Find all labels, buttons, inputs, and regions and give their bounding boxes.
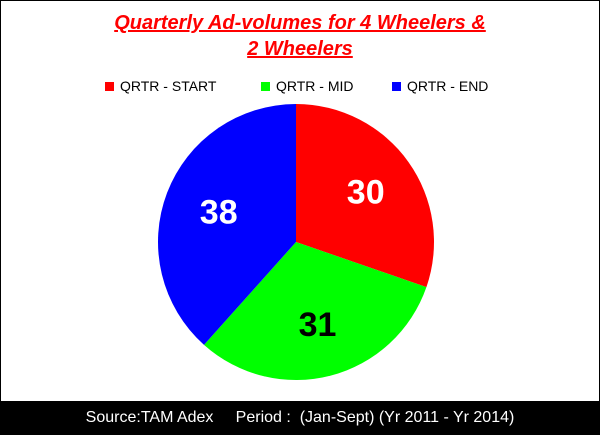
- pie-data-label-qrtr-start: 30: [347, 173, 385, 211]
- chart-footer: Source:TAM Adex Period : (Jan-Sept) (Yr …: [0, 401, 600, 435]
- chart-title-line-1: Quarterly Ad-volumes for 4 Wheelers &: [114, 12, 486, 34]
- legend-label-qrtr-end: QRTR - END: [407, 78, 489, 94]
- legend-item-qrtr-start: QRTR - START: [105, 76, 216, 96]
- pie-data-label-qrtr-end: 38: [200, 193, 238, 231]
- pie-chart: 30 31 38: [158, 104, 435, 381]
- legend-label-qrtr-start: QRTR - START: [120, 78, 217, 94]
- legend-swatch-qrtr-start: [105, 81, 114, 91]
- footer-source: Source:TAM Adex: [85, 409, 214, 426]
- chart-legend: QRTR - START QRTR - MID QRTR - END: [0, 76, 600, 96]
- pie-slice-qrtr-end: [158, 104, 296, 345]
- footer-period: Period : (Jan-Sept) (Yr 2011 - Yr 2014): [235, 409, 515, 426]
- chart-title-line-2: 2 Wheelers: [247, 38, 353, 60]
- pie-slice-qrtr-start: [296, 104, 435, 288]
- legend-swatch-qrtr-mid: [261, 81, 270, 91]
- chart-title: Quarterly Ad-volumes for 4 Wheelers & 2 …: [0, 10, 600, 62]
- pie-data-label-qrtr-mid: 31: [299, 306, 337, 344]
- pie-slice-qrtr-mid: [203, 242, 427, 381]
- legend-swatch-qrtr-end: [392, 81, 401, 91]
- legend-item-qrtr-mid: QRTR - MID: [261, 76, 354, 96]
- legend-item-qrtr-end: QRTR - END: [392, 76, 488, 96]
- legend-label-qrtr-mid: QRTR - MID: [276, 78, 354, 94]
